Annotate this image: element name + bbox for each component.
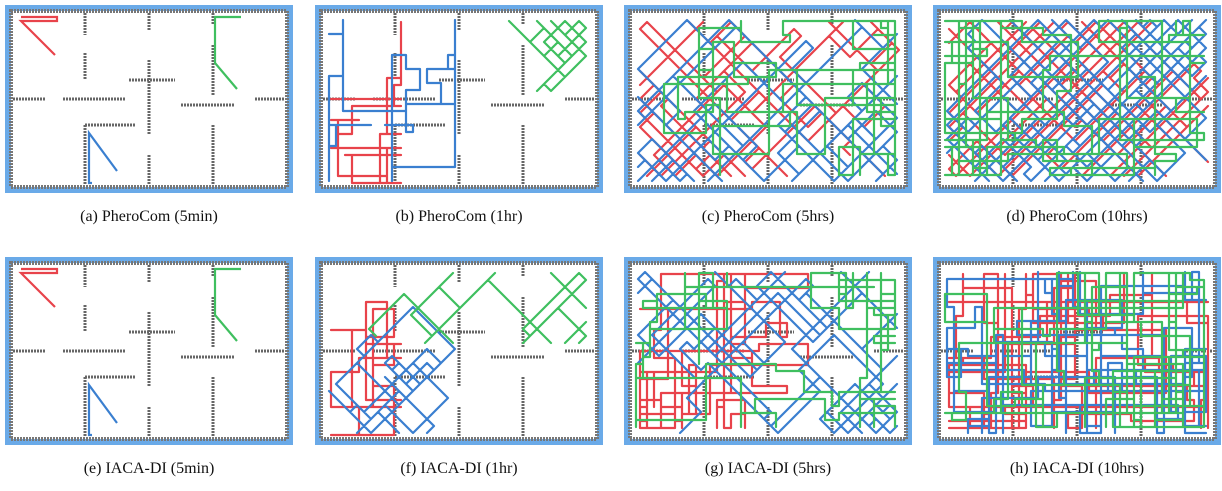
panel xyxy=(315,5,603,193)
panel xyxy=(315,257,603,445)
panel xyxy=(624,5,912,193)
caption: (c) PheroCom (5hrs) xyxy=(702,208,834,225)
panel xyxy=(933,257,1221,445)
caption: (h) IACA-DI (10hrs) xyxy=(1010,460,1144,477)
panel xyxy=(5,257,293,445)
panel xyxy=(933,5,1221,193)
panel xyxy=(624,257,912,445)
caption: (b) PheroCom (1hr) xyxy=(395,208,522,225)
caption: (g) IACA-DI (5hrs) xyxy=(705,460,831,477)
caption: (a) PheroCom (5min) xyxy=(80,208,218,225)
figure: (a) PheroCom (5min) (b) PheroCom (1hr) (c)… xyxy=(0,0,1222,491)
caption: (e) IACA-DI (5min) xyxy=(84,460,215,477)
panel xyxy=(5,5,293,193)
caption: (d) PheroCom (10hrs) xyxy=(1006,208,1147,225)
caption: (f) IACA-DI (1hr) xyxy=(400,460,517,477)
